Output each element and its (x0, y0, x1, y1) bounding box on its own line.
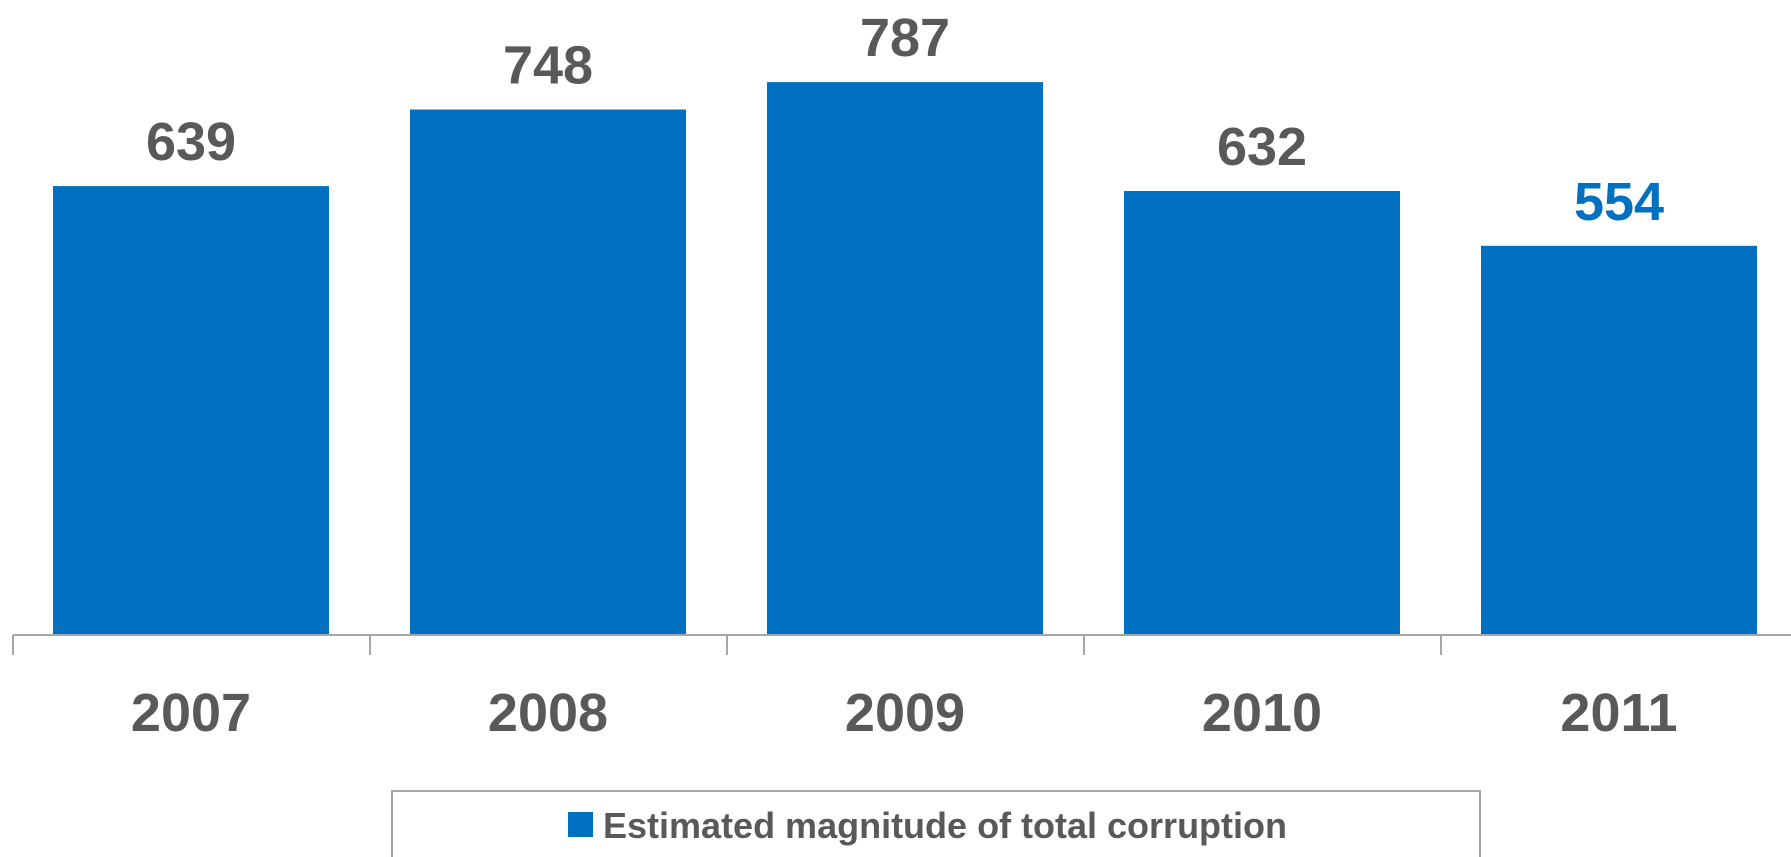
tick-label-2009: 2009 (845, 683, 965, 743)
bar-2009 (767, 82, 1043, 635)
x-axis (12, 634, 1791, 655)
legend: Estimated magnitude of total corruption (391, 790, 1481, 857)
data-label-2009: 787 (860, 8, 950, 68)
tick-label-2007: 2007 (131, 683, 251, 743)
data-label-2007: 639 (146, 112, 236, 172)
value-labels-group: 639 748 787 632 554 (146, 8, 1664, 232)
bar-2011 (1481, 245, 1757, 635)
bar-2008 (410, 109, 686, 635)
data-label-2011: 554 (1574, 172, 1664, 232)
data-label-2010: 632 (1217, 117, 1307, 177)
bar-2010 (1124, 191, 1400, 635)
tick-label-2008: 2008 (488, 683, 608, 743)
legend-swatch (568, 812, 593, 837)
bars-group (53, 82, 1757, 636)
data-label-2008: 748 (503, 36, 593, 96)
tick-label-2010: 2010 (1202, 683, 1322, 743)
tick-label-2011: 2011 (1560, 683, 1677, 743)
bar-2007 (53, 186, 329, 636)
tick-labels-group: 2007 2008 2009 2010 2011 (131, 683, 1678, 743)
legend-label: Estimated magnitude of total corruption (603, 805, 1287, 846)
